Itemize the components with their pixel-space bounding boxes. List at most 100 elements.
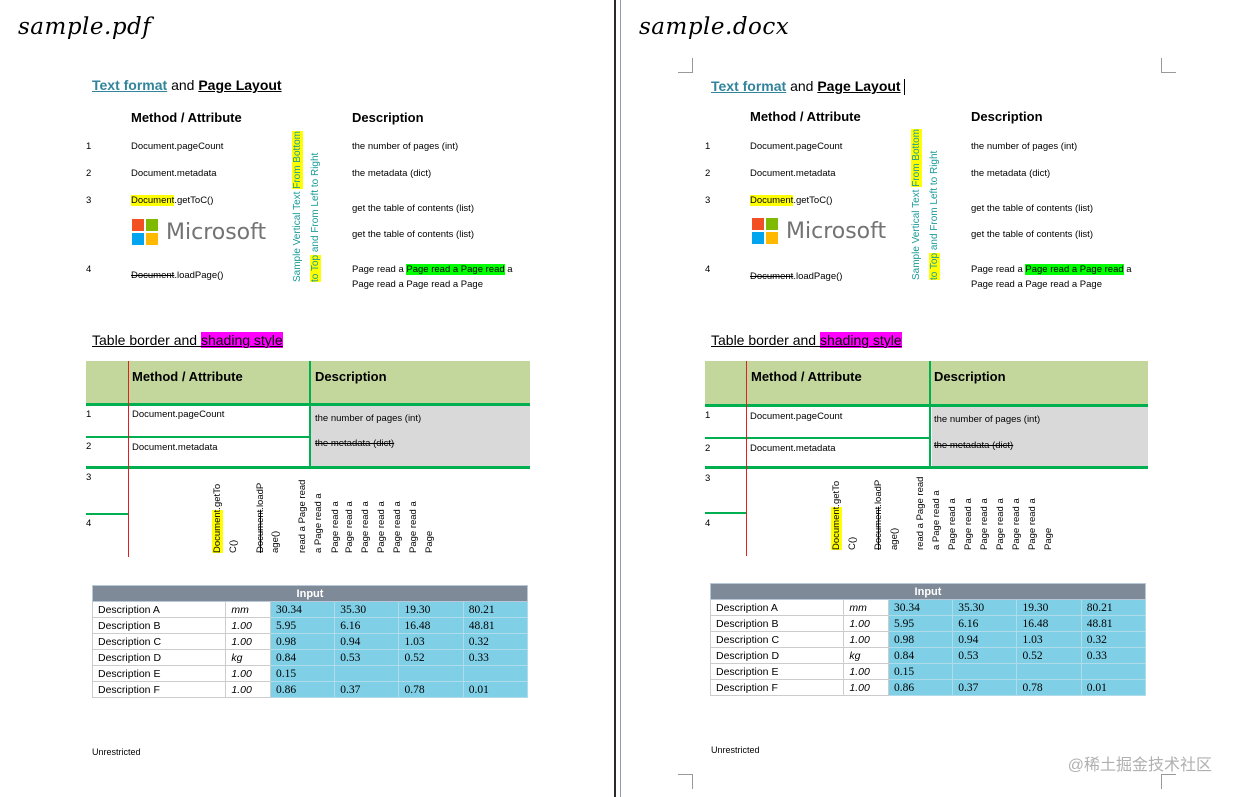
table-row: Description E 1.00 0.15	[91, 665, 529, 682]
row-number: 1	[86, 141, 92, 152]
row-number: 2	[86, 441, 92, 452]
value-cell: 0.94	[952, 631, 1018, 648]
vtext: and From Left to Right	[310, 152, 321, 255]
desc-cell: the number of pages (int)	[934, 414, 1041, 425]
value-cell: 30.34	[269, 601, 336, 618]
desc-cell: the metadata (dict)	[971, 168, 1051, 179]
desc-cell: get the table of contents (list)	[352, 229, 474, 240]
value-cell: 80.21	[462, 601, 529, 618]
col-desc-header: Description	[315, 369, 387, 384]
section2-heading: Table border and shading style	[711, 332, 902, 348]
desc-cell: get the table of contents (list)	[352, 203, 474, 214]
heading-text: Table border and	[92, 332, 201, 348]
method-rest: .getToC()	[174, 195, 214, 206]
row-unit: kg	[843, 647, 889, 664]
border-line	[705, 466, 1148, 469]
vtext-hl: to Top	[929, 252, 940, 280]
vcol-read: Page read a	[963, 498, 974, 550]
col-method-header: Method / Attribute	[751, 369, 862, 384]
row-number: 3	[86, 195, 92, 206]
border-line	[309, 361, 311, 468]
heading-highlight: shading style	[200, 332, 283, 348]
value-cell: 0.78	[1016, 679, 1082, 696]
col-desc-header: Description	[971, 109, 1043, 124]
row-number: 2	[86, 168, 92, 179]
heading-page-layout: Page Layout	[817, 78, 901, 94]
vtext: and From Left to Right	[929, 150, 940, 253]
col-method-header: Method / Attribute	[750, 109, 861, 124]
row-label: Description E	[709, 663, 845, 680]
row-unit: mm	[843, 599, 889, 616]
red-border	[128, 361, 129, 557]
value-cell: 0.52	[1016, 647, 1082, 664]
desc-text: a	[504, 264, 513, 275]
row-unit: 1.00	[843, 615, 889, 632]
highlight-document: Document	[750, 195, 794, 206]
row-unit: 1.00	[225, 665, 271, 682]
value-cell: 0.98	[887, 631, 954, 648]
vtext: .loadP	[873, 479, 884, 507]
table-row: Description C 1.00 0.98 0.94 1.03 0.32	[709, 631, 1147, 648]
row-unit: 1.00	[225, 681, 271, 698]
border-line	[86, 513, 128, 515]
row-number: 3	[86, 472, 92, 483]
table-row: Description E 1.00 0.15	[709, 663, 1147, 680]
vcol-read: Page read a	[1027, 498, 1038, 550]
value-cell: 0.86	[887, 679, 954, 696]
vertical-text-line2: to Top and From Left to Right	[929, 151, 940, 280]
page-corner-mark	[1161, 774, 1176, 789]
vertical-text-line1: Sample Vertical Text From Bottom	[292, 131, 303, 282]
windows-icon	[132, 219, 158, 245]
desc-cell: get the table of contents (list)	[971, 229, 1093, 240]
heading-and: and	[786, 78, 818, 94]
shaded-cells	[311, 405, 530, 467]
desc-highlight: Page read a Page read	[1025, 264, 1124, 275]
desc-cell: the number of pages (int)	[315, 413, 422, 424]
value-cell: 0.84	[887, 647, 954, 664]
docx-title: sample.docx	[639, 14, 790, 40]
row-number: 2	[705, 168, 711, 179]
method-rest: .getToC()	[793, 195, 833, 206]
footer-text: Unrestricted	[711, 745, 760, 755]
vtext-hl: Document	[831, 506, 842, 550]
method-cell: Document.metadata	[750, 168, 836, 179]
border-line	[929, 361, 931, 469]
vcol-read: Page read a	[330, 501, 341, 553]
vcol-read: Page read a	[979, 498, 990, 550]
row-label: Description D	[709, 647, 845, 664]
table-row: Description F 1.00 0.86 0.37 0.78 0.01	[91, 681, 529, 698]
page-corner-mark	[678, 58, 693, 73]
value-cell: 0.15	[269, 665, 336, 682]
row-unit: mm	[225, 601, 271, 618]
row-label: Description A	[91, 601, 227, 618]
section1-heading: Text format and Page Layout	[92, 77, 282, 93]
value-cell: 0.33	[462, 649, 529, 666]
vcol-read: Page read a	[408, 501, 419, 553]
row-number: 1	[705, 141, 711, 152]
desc-cell: the metadata (dict)	[934, 440, 1014, 451]
value-cell: 0.32	[1080, 631, 1147, 648]
vtext-hl: From Bottom	[292, 131, 303, 189]
value-cell	[952, 663, 1018, 680]
row-unit: 1.00	[225, 617, 271, 634]
value-cell: 48.81	[462, 617, 529, 634]
vcol-read: read a Page read	[297, 479, 308, 553]
col-method-header: Method / Attribute	[132, 369, 243, 384]
section1-heading: Text format and Page Layout	[711, 78, 905, 96]
value-cell: 19.30	[398, 601, 464, 618]
heading-text-format: Text format	[711, 78, 787, 94]
method-cell: Document.getToC()	[131, 195, 213, 206]
vcol-gettoc: Document.getTo	[212, 484, 223, 553]
method-cell: Document.pageCount	[132, 409, 225, 420]
row-label: Description E	[91, 665, 227, 682]
vtext-hl: to Top	[310, 254, 321, 282]
border-line	[86, 403, 530, 406]
row-number: 3	[705, 195, 711, 206]
row-unit: 1.00	[843, 679, 889, 696]
desc-text: Page read a	[971, 264, 1026, 275]
row-unit: 1.00	[843, 663, 889, 680]
value-cell: 16.48	[1016, 615, 1082, 632]
vcol-read: Page	[1043, 527, 1054, 550]
